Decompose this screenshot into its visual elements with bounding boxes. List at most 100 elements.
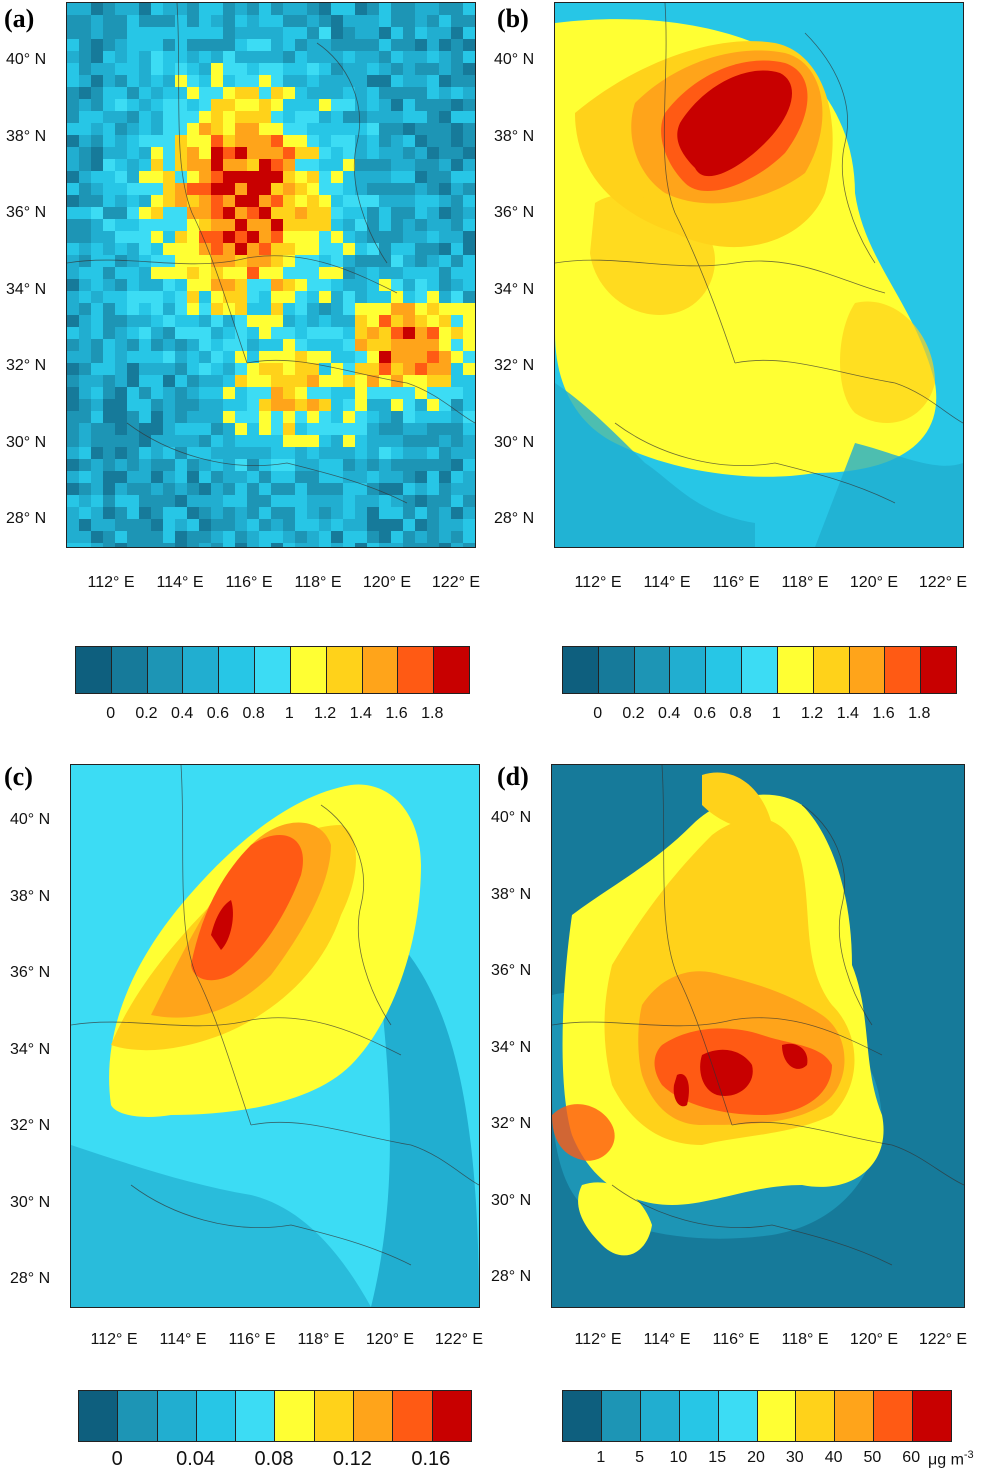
colorbar-swatch <box>79 1391 119 1441</box>
grid-cell <box>223 123 235 135</box>
map-panel-c <box>70 764 480 1308</box>
grid-cell <box>199 39 211 51</box>
grid-cell <box>427 219 439 231</box>
grid-cell <box>247 459 259 471</box>
grid-cell <box>451 111 463 123</box>
grid-cell <box>295 111 307 123</box>
grid-cell <box>247 531 259 543</box>
grid-cell <box>103 123 115 135</box>
grid-cell <box>283 159 295 171</box>
grid-cell <box>403 471 415 483</box>
grid-cell <box>319 159 331 171</box>
grid-cell <box>391 63 403 75</box>
grid-cell <box>175 243 187 255</box>
grid-cell <box>115 519 127 531</box>
grid-cell <box>307 75 319 87</box>
grid-cell <box>163 75 175 87</box>
grid-cell <box>451 87 463 99</box>
grid-cell <box>247 207 259 219</box>
grid-cell <box>139 243 151 255</box>
grid-cell <box>211 315 223 327</box>
grid-cell <box>247 363 259 375</box>
grid-cell <box>127 99 139 111</box>
grid-cell <box>403 75 415 87</box>
grid-cell <box>307 399 319 411</box>
grid-cell <box>307 219 319 231</box>
grid-cell <box>427 471 439 483</box>
grid-cell <box>199 399 211 411</box>
grid-cell <box>151 63 163 75</box>
grid-cell <box>451 171 463 183</box>
grid-cell <box>295 15 307 27</box>
grid-cell <box>415 27 427 39</box>
grid-cell <box>355 111 367 123</box>
grid-cell <box>175 75 187 87</box>
grid-cell <box>163 351 175 363</box>
grid-cell <box>199 531 211 543</box>
grid-cell <box>187 495 199 507</box>
lon-tick-label: 116° E <box>712 574 760 591</box>
grid-cell <box>139 315 151 327</box>
grid-cell <box>151 279 163 291</box>
grid-cell <box>115 159 127 171</box>
grid-cell <box>103 399 115 411</box>
grid-cell <box>199 327 211 339</box>
grid-cell <box>235 447 247 459</box>
grid-cell <box>355 351 367 363</box>
grid-cell <box>463 423 475 435</box>
grid-cell <box>415 87 427 99</box>
map-d-field <box>552 765 964 1307</box>
grid-cell <box>427 291 439 303</box>
grid-cell <box>115 447 127 459</box>
grid-cell <box>151 411 163 423</box>
grid-cell <box>379 243 391 255</box>
grid-cell <box>319 435 331 447</box>
lat-tick-label: 40° N <box>491 809 532 826</box>
grid-cell <box>223 111 235 123</box>
grid-cell <box>223 159 235 171</box>
grid-cell <box>283 243 295 255</box>
grid-cell <box>199 3 211 15</box>
grid-cell <box>439 171 451 183</box>
grid-cell <box>439 279 451 291</box>
grid-cell <box>199 63 211 75</box>
grid-cell <box>259 531 271 543</box>
grid-cell <box>211 519 223 531</box>
grid-cell <box>235 87 247 99</box>
grid-cell <box>91 219 103 231</box>
grid-cell <box>283 231 295 243</box>
grid-cell <box>439 207 451 219</box>
grid-cell <box>331 327 343 339</box>
grid-cell <box>211 495 223 507</box>
grid-cell <box>367 15 379 27</box>
grid-cell <box>439 39 451 51</box>
grid-cell <box>451 483 463 495</box>
grid-cell <box>283 435 295 447</box>
grid-cell <box>331 123 343 135</box>
grid-cell <box>235 63 247 75</box>
grid-cell <box>103 507 115 519</box>
grid-cell <box>295 375 307 387</box>
grid-cell <box>355 459 367 471</box>
grid-cell <box>331 519 343 531</box>
grid-cell <box>259 15 271 27</box>
grid-cell <box>163 219 175 231</box>
grid-cell <box>247 135 259 147</box>
grid-cell <box>223 183 235 195</box>
grid-cell <box>91 303 103 315</box>
grid-cell <box>415 375 427 387</box>
grid-cell <box>175 147 187 159</box>
grid-cell <box>187 399 199 411</box>
grid-cell <box>103 243 115 255</box>
grid-cell <box>367 507 379 519</box>
grid-cell <box>223 63 235 75</box>
grid-cell <box>463 399 475 411</box>
colorbar-tick-label: 1.4 <box>349 705 372 722</box>
grid-cell <box>199 519 211 531</box>
grid-cell <box>295 495 307 507</box>
grid-cell <box>343 375 355 387</box>
grid-cell <box>79 531 91 543</box>
grid-cell <box>295 51 307 63</box>
grid-cell <box>343 99 355 111</box>
grid-cell <box>331 495 343 507</box>
